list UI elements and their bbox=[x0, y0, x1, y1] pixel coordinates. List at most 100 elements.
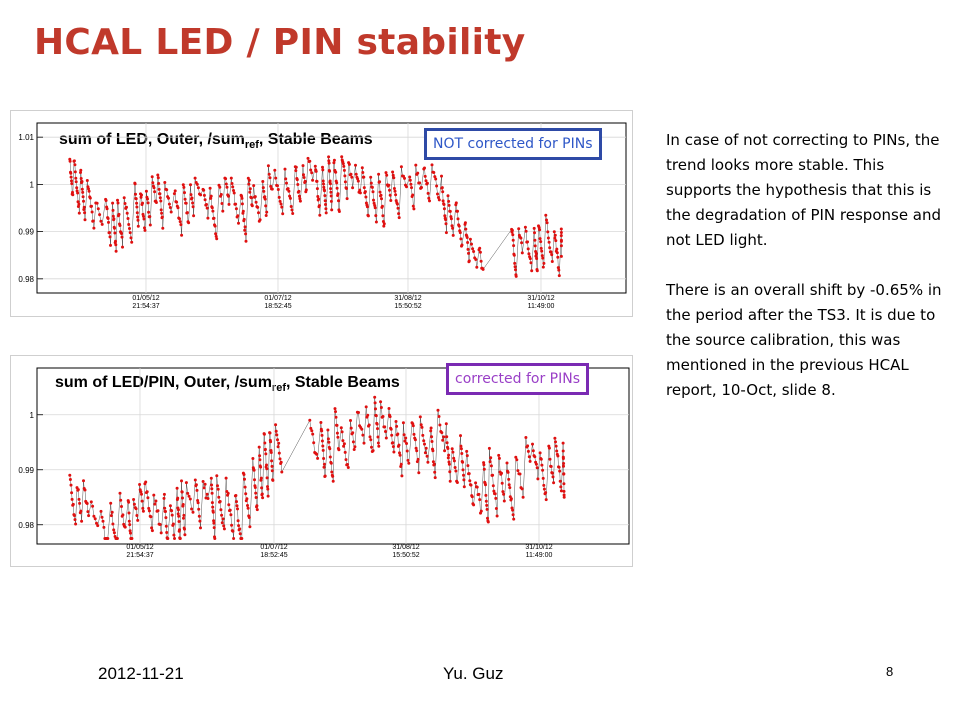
data-point bbox=[465, 449, 469, 453]
data-point bbox=[178, 537, 182, 540]
data-point bbox=[113, 231, 117, 235]
data-point bbox=[79, 509, 83, 513]
data-point bbox=[411, 424, 415, 428]
data-point bbox=[527, 252, 531, 256]
data-point bbox=[334, 415, 338, 419]
footer-date: 2012-11-21 bbox=[98, 664, 184, 683]
data-point bbox=[327, 155, 331, 159]
data-point bbox=[481, 267, 485, 271]
data-point bbox=[202, 486, 206, 490]
data-point bbox=[392, 176, 396, 180]
data-point bbox=[118, 224, 122, 227]
data-point bbox=[196, 186, 200, 190]
data-point bbox=[96, 207, 100, 211]
data-point bbox=[310, 429, 314, 433]
data-point bbox=[73, 518, 77, 522]
data-point bbox=[100, 515, 104, 519]
data-point bbox=[135, 514, 139, 517]
data-point bbox=[544, 498, 548, 502]
notes-paragraph-1: In case of not correcting to PINs, the t… bbox=[666, 131, 942, 249]
data-point bbox=[562, 462, 566, 465]
data-point bbox=[398, 453, 402, 457]
data-point bbox=[443, 214, 447, 218]
data-point bbox=[261, 186, 265, 190]
data-point bbox=[317, 204, 321, 208]
data-point bbox=[395, 202, 399, 206]
data-point bbox=[281, 212, 285, 216]
data-point bbox=[193, 176, 197, 180]
data-point bbox=[140, 193, 143, 197]
data-point bbox=[178, 217, 181, 221]
data-point bbox=[81, 190, 85, 194]
data-point bbox=[482, 467, 486, 471]
data-point bbox=[466, 464, 470, 468]
data-point bbox=[441, 199, 445, 203]
data-point bbox=[452, 459, 456, 463]
data-point bbox=[285, 181, 288, 185]
data-point bbox=[320, 439, 324, 443]
data-point bbox=[270, 464, 274, 468]
data-point bbox=[542, 261, 546, 265]
data-point bbox=[464, 227, 468, 231]
data-point bbox=[534, 254, 538, 258]
data-point bbox=[260, 492, 264, 496]
data-point bbox=[152, 493, 156, 497]
data-point bbox=[183, 191, 186, 195]
data-point bbox=[487, 446, 491, 450]
data-point bbox=[263, 195, 267, 199]
data-point bbox=[535, 269, 539, 273]
data-point bbox=[502, 499, 506, 503]
data-point bbox=[116, 201, 120, 205]
x-tick-label-time: 18:52:45 bbox=[264, 303, 291, 310]
data-point bbox=[405, 442, 408, 445]
data-point bbox=[323, 189, 326, 193]
data-point bbox=[441, 438, 445, 442]
data-point bbox=[79, 168, 83, 172]
data-point bbox=[193, 478, 197, 482]
data-point bbox=[109, 501, 113, 505]
data-point bbox=[342, 442, 346, 446]
data-point bbox=[100, 222, 104, 226]
data-point bbox=[544, 213, 548, 217]
data-point bbox=[255, 508, 259, 512]
data-point bbox=[323, 199, 327, 203]
data-point bbox=[106, 537, 110, 540]
x-tick-label-date: 01/05/12 bbox=[132, 295, 159, 302]
data-point bbox=[123, 202, 127, 205]
data-point bbox=[270, 469, 274, 473]
data-point bbox=[74, 522, 78, 526]
data-point bbox=[447, 460, 451, 464]
x-tick-label-date: 31/10/12 bbox=[527, 295, 554, 302]
data-point bbox=[265, 476, 269, 480]
data-point bbox=[447, 453, 451, 457]
data-point bbox=[266, 494, 270, 498]
data-point bbox=[267, 172, 271, 176]
data-point bbox=[134, 507, 138, 511]
data-point bbox=[343, 450, 347, 454]
data-point bbox=[494, 496, 498, 500]
data-point bbox=[259, 476, 263, 480]
data-point bbox=[436, 408, 440, 412]
data-point bbox=[279, 202, 283, 206]
data-point bbox=[152, 186, 156, 190]
data-point bbox=[391, 170, 395, 174]
data-point bbox=[96, 524, 100, 528]
data-point bbox=[109, 514, 113, 518]
data-point bbox=[246, 506, 250, 510]
data-point bbox=[337, 448, 341, 452]
data-point bbox=[180, 233, 184, 237]
data-point bbox=[544, 491, 548, 495]
data-point bbox=[399, 165, 403, 169]
data-point bbox=[127, 223, 131, 226]
page-number: 8 bbox=[886, 664, 894, 679]
data-point bbox=[130, 537, 134, 540]
data-point bbox=[349, 172, 353, 176]
data-point bbox=[190, 507, 194, 511]
data-point bbox=[202, 193, 206, 197]
data-point bbox=[424, 446, 428, 450]
chart-title-tail: , Stable Beams bbox=[258, 131, 373, 148]
data-point bbox=[369, 175, 373, 179]
data-point bbox=[316, 456, 320, 460]
data-point bbox=[274, 429, 278, 433]
data-point bbox=[373, 395, 377, 399]
